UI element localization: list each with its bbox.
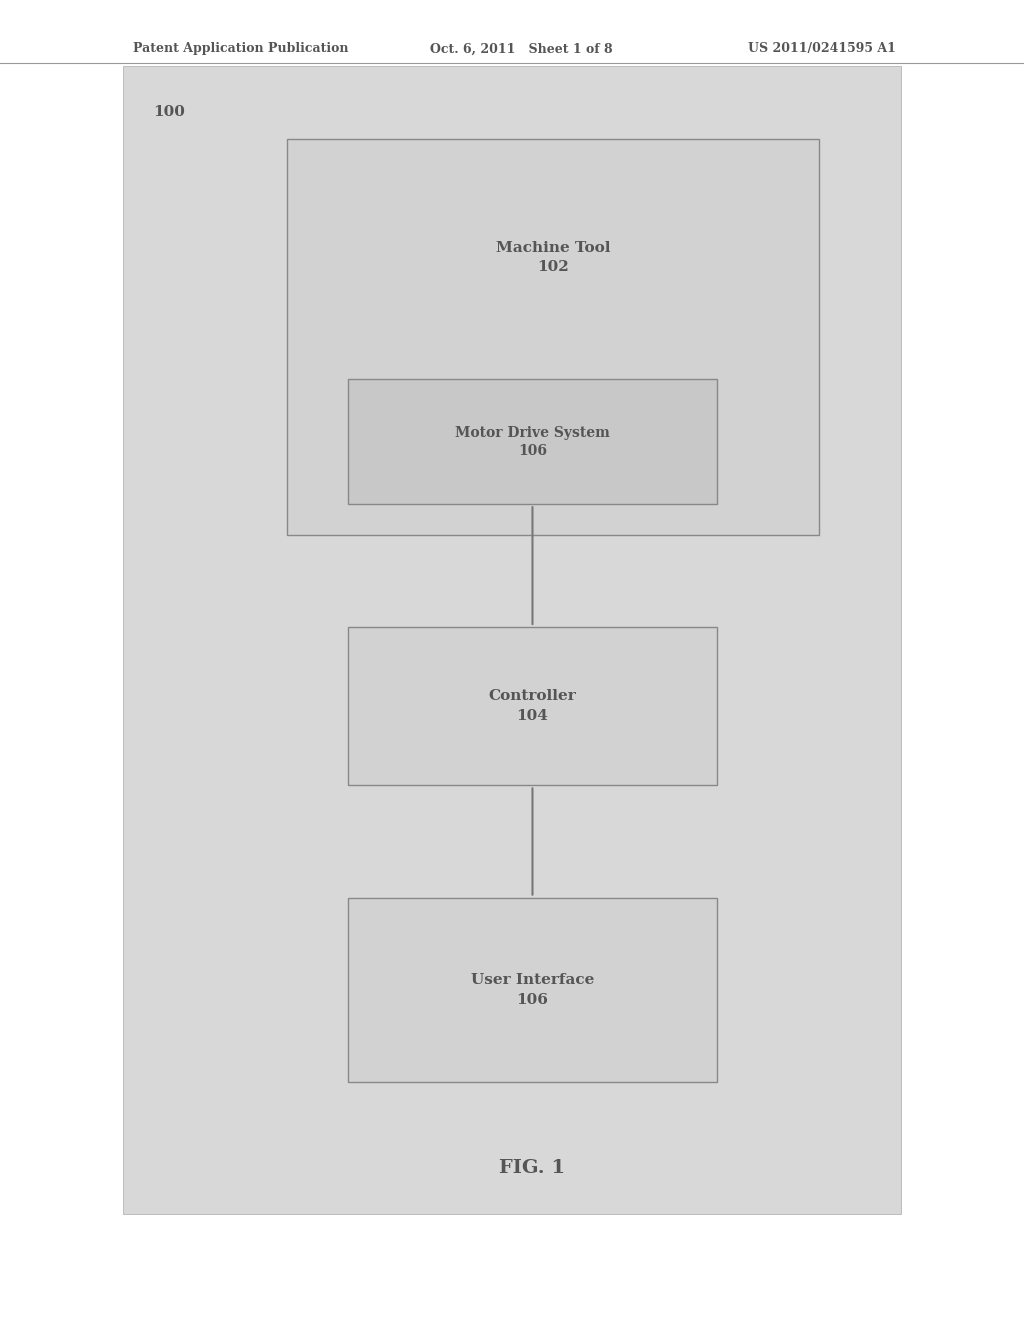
FancyBboxPatch shape — [348, 379, 717, 504]
FancyBboxPatch shape — [123, 66, 901, 1214]
Text: FIG. 1: FIG. 1 — [500, 1159, 565, 1177]
Text: 100: 100 — [154, 106, 185, 119]
Text: Patent Application Publication: Patent Application Publication — [133, 42, 348, 55]
Text: Oct. 6, 2011   Sheet 1 of 8: Oct. 6, 2011 Sheet 1 of 8 — [430, 42, 612, 55]
FancyBboxPatch shape — [348, 898, 717, 1082]
FancyBboxPatch shape — [287, 139, 819, 535]
Text: US 2011/0241595 A1: US 2011/0241595 A1 — [748, 42, 895, 55]
FancyBboxPatch shape — [348, 627, 717, 785]
Text: Machine Tool
102: Machine Tool 102 — [496, 240, 610, 275]
Text: Motor Drive System
106: Motor Drive System 106 — [455, 426, 610, 458]
Text: User Interface
106: User Interface 106 — [471, 973, 594, 1007]
Text: Controller
104: Controller 104 — [488, 689, 577, 723]
